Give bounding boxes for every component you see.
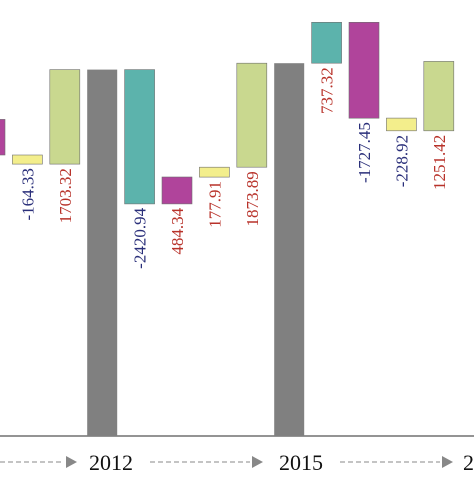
data-label-b2: -164.33 [18, 168, 37, 220]
bar-b11 [348, 21, 380, 119]
bar-b5 [124, 69, 155, 205]
data-label-b8: 1873.89 [243, 171, 262, 226]
bar-b6 [161, 176, 193, 205]
labels-layer: -841.30-164.331703.32-2420.94484.34177.9… [18, 67, 449, 269]
timeline-label-2015: 2015 [279, 450, 323, 474]
total-bar-2015 [274, 63, 305, 436]
bar-b2 [12, 154, 43, 165]
data-label-b12: -228.92 [392, 135, 411, 187]
data-label-b10: 737.32 [318, 67, 337, 114]
bar-b1 [0, 119, 6, 156]
data-label-b11: -1727.45 [355, 122, 374, 183]
data-label-b5: -2420.94 [131, 207, 150, 268]
bars-layer [0, 21, 455, 436]
timeline-arrow-3 [442, 456, 453, 468]
bar-b12 [386, 117, 417, 132]
bar-b10 [311, 21, 342, 64]
timeline: 2012 2015 2 [0, 450, 474, 475]
timeline-label-next: 2 [463, 450, 474, 474]
data-label-b13: 1251.42 [430, 135, 449, 190]
bar-b7 [199, 166, 230, 178]
total-bar-2012 [87, 69, 118, 436]
bar-b8 [236, 62, 268, 168]
bar-b3 [49, 69, 81, 165]
timeline-label-2012: 2012 [89, 450, 133, 474]
bar-b13 [423, 61, 455, 132]
timeline-arrow-1 [66, 456, 77, 468]
timeline-arrow-2 [252, 456, 263, 468]
data-label-b7: 177.91 [205, 181, 224, 228]
data-label-b6: 484.34 [168, 207, 187, 254]
data-label-b3: 1703.32 [56, 168, 75, 223]
